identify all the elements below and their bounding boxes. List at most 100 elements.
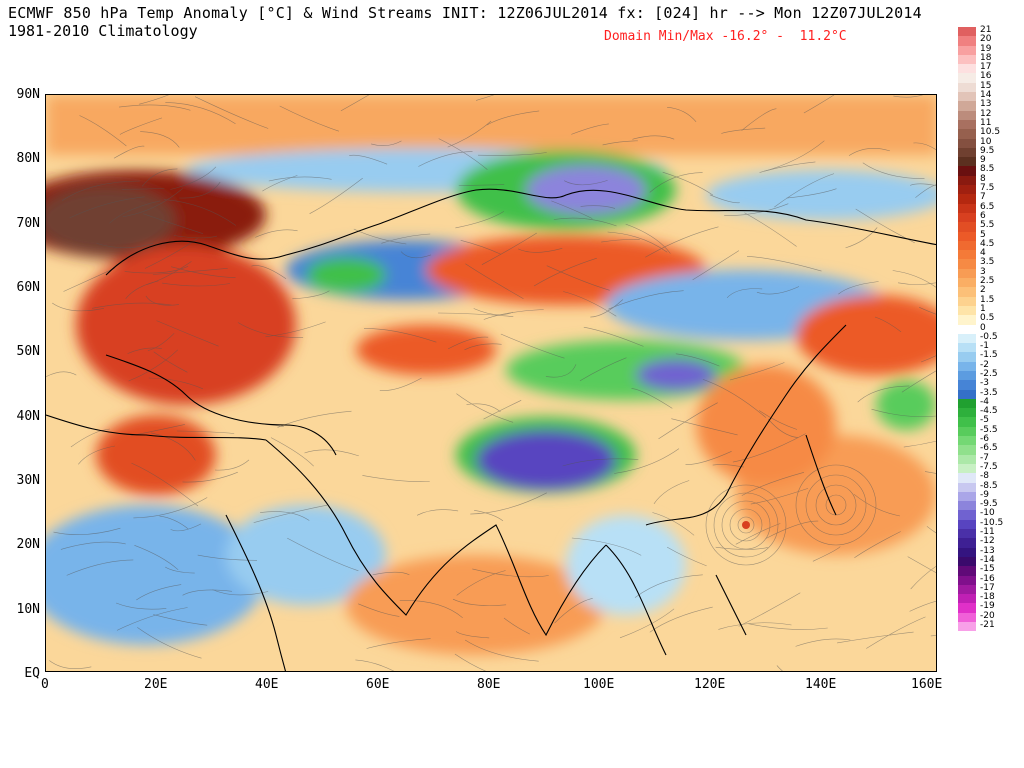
- lat-label-eq: EQ: [24, 666, 40, 681]
- colorbar-step: -3.5: [958, 387, 1020, 399]
- colorbar-label: 10: [980, 136, 992, 147]
- streamline: [458, 184, 505, 186]
- colorbar-label: -7.5: [980, 461, 998, 472]
- colorbar-step: -15: [958, 564, 1020, 576]
- colorbar-label: 8: [980, 173, 986, 184]
- streamline: [667, 107, 697, 122]
- colorbar-label: -4: [980, 396, 989, 407]
- streamline: [96, 242, 154, 249]
- colorbar-step: 21: [958, 25, 1020, 37]
- streamline: [137, 627, 202, 659]
- streamline: [897, 282, 936, 285]
- streamline: [118, 104, 191, 111]
- streamline: [854, 531, 901, 559]
- colorbar-swatch: [958, 222, 976, 232]
- colorbar-step: -1: [958, 341, 1020, 353]
- colorbar-swatch: [958, 166, 976, 176]
- colorbar-step: 17: [958, 62, 1020, 74]
- streamline: [131, 462, 199, 507]
- streamline: [260, 511, 310, 521]
- streamline: [866, 616, 926, 649]
- colorbar-step: 2.5: [958, 276, 1020, 288]
- colorbar-step: -20: [958, 611, 1020, 622]
- colorbar-swatch: [958, 594, 976, 604]
- streamline: [150, 432, 196, 461]
- colorbar-label: -2: [980, 359, 989, 370]
- colorbar-swatch: [958, 445, 976, 455]
- colorbar-label: -11: [980, 527, 995, 538]
- streamline: [709, 194, 740, 204]
- colorbar-swatch: [958, 352, 976, 362]
- colorbar-step: 3: [958, 266, 1020, 279]
- colorbar-step: 6: [958, 210, 1020, 223]
- streamline: [608, 290, 684, 310]
- streamline: [465, 263, 524, 299]
- streamline: [464, 343, 502, 351]
- colorbar-label: 19: [980, 43, 992, 54]
- streamline: [545, 364, 577, 378]
- streamline: [767, 418, 799, 438]
- streamline: [287, 537, 359, 572]
- colorbar-swatch: [958, 185, 976, 195]
- streamline: [590, 299, 624, 318]
- colorbar-label: 21: [980, 25, 992, 35]
- streamline: [517, 248, 563, 253]
- streamline: [553, 217, 617, 227]
- streamline: [551, 200, 593, 219]
- streamline: [735, 523, 781, 545]
- cyclone-swirl: [815, 484, 857, 526]
- streamline: [579, 357, 627, 382]
- colorbar-label: -6.5: [980, 443, 998, 454]
- colorbar-label: -6: [980, 434, 989, 445]
- streamline: [563, 291, 617, 317]
- streamline: [607, 231, 668, 253]
- streamline: [78, 445, 116, 465]
- colorbar-label: -18: [980, 592, 995, 603]
- streamline: [738, 592, 801, 627]
- colorbar-step: -10.5: [958, 518, 1020, 530]
- colorbar-label: -8: [980, 471, 989, 482]
- streamline: [438, 138, 488, 170]
- streamline: [675, 353, 720, 367]
- colorbar-swatch: [958, 538, 976, 548]
- colorbar-swatch: [958, 101, 976, 111]
- cyclone-swirl: [805, 474, 867, 536]
- colorbar-label: 6: [980, 210, 986, 221]
- streamline: [265, 321, 326, 338]
- colorbar-swatch: [958, 203, 976, 213]
- streamline: [251, 265, 287, 279]
- colorbar-label: 3: [980, 266, 986, 277]
- streamline: [60, 541, 126, 550]
- lon-label-120e: 120E: [694, 677, 726, 692]
- colorbar-label: 9.5: [980, 145, 995, 156]
- streamline: [165, 102, 236, 125]
- colorbar-swatch: [958, 64, 976, 74]
- colorbar-swatch: [958, 45, 976, 55]
- colorbar-swatch: [958, 92, 976, 102]
- streamline: [653, 480, 690, 504]
- map-subtitle: 1981-2010 Climatology: [8, 22, 198, 40]
- colorbar-swatch: [958, 584, 976, 595]
- lat-label-60n: 60N: [16, 280, 40, 295]
- streamline: [416, 509, 459, 516]
- colorbar-swatch: [958, 417, 976, 427]
- colorbar-swatch: [958, 389, 976, 399]
- colorbar-step: 18: [958, 53, 1020, 65]
- streamline: [418, 151, 473, 167]
- cyclone-swirl: [729, 508, 763, 542]
- colorbar-swatch: [958, 398, 976, 409]
- streamline: [721, 127, 766, 134]
- streamline: [470, 492, 547, 515]
- streamline: [452, 598, 507, 606]
- streamline: [692, 250, 740, 281]
- colorbar-label: -3.5: [980, 387, 998, 398]
- colorbar-label: 9: [980, 155, 986, 166]
- colorbar-step: -10: [958, 508, 1020, 520]
- colorbar-step: -4.5: [958, 406, 1020, 418]
- colorbar-step: -7: [958, 453, 1020, 464]
- streamline: [746, 256, 822, 272]
- colorbar-label: 1: [980, 303, 986, 314]
- colorbar-label: -9.5: [980, 499, 998, 510]
- colorbar-legend: 21 20 19 18 17 16 15 14 13 12 11 10.5 10 9.5 9 8.5 8 7.5 7…: [958, 25, 1020, 632]
- streamline: [355, 659, 395, 671]
